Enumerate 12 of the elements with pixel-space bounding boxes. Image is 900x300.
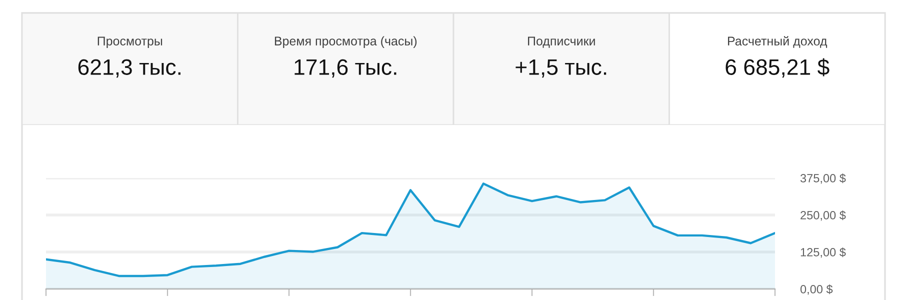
text: 171,6 тыс. [294,59,396,78]
y-tick-label: 250,00 $ [800,210,846,221]
y-tick-label: 125,00 $ [800,248,846,258]
text: 621,3 тыс. [78,59,180,78]
text: Просмотры [98,36,162,48]
text: Расчетный доход [728,36,828,48]
y-tick-label: 375,00 $ [800,174,846,184]
text: Время просмотра (часы) [274,36,417,48]
text: Подписчики [528,36,595,48]
y-tick-label: 0,00 $ [800,284,833,295]
text: 6 685,21 $ [726,58,830,78]
text: +1,5 тыс. [516,59,606,78]
